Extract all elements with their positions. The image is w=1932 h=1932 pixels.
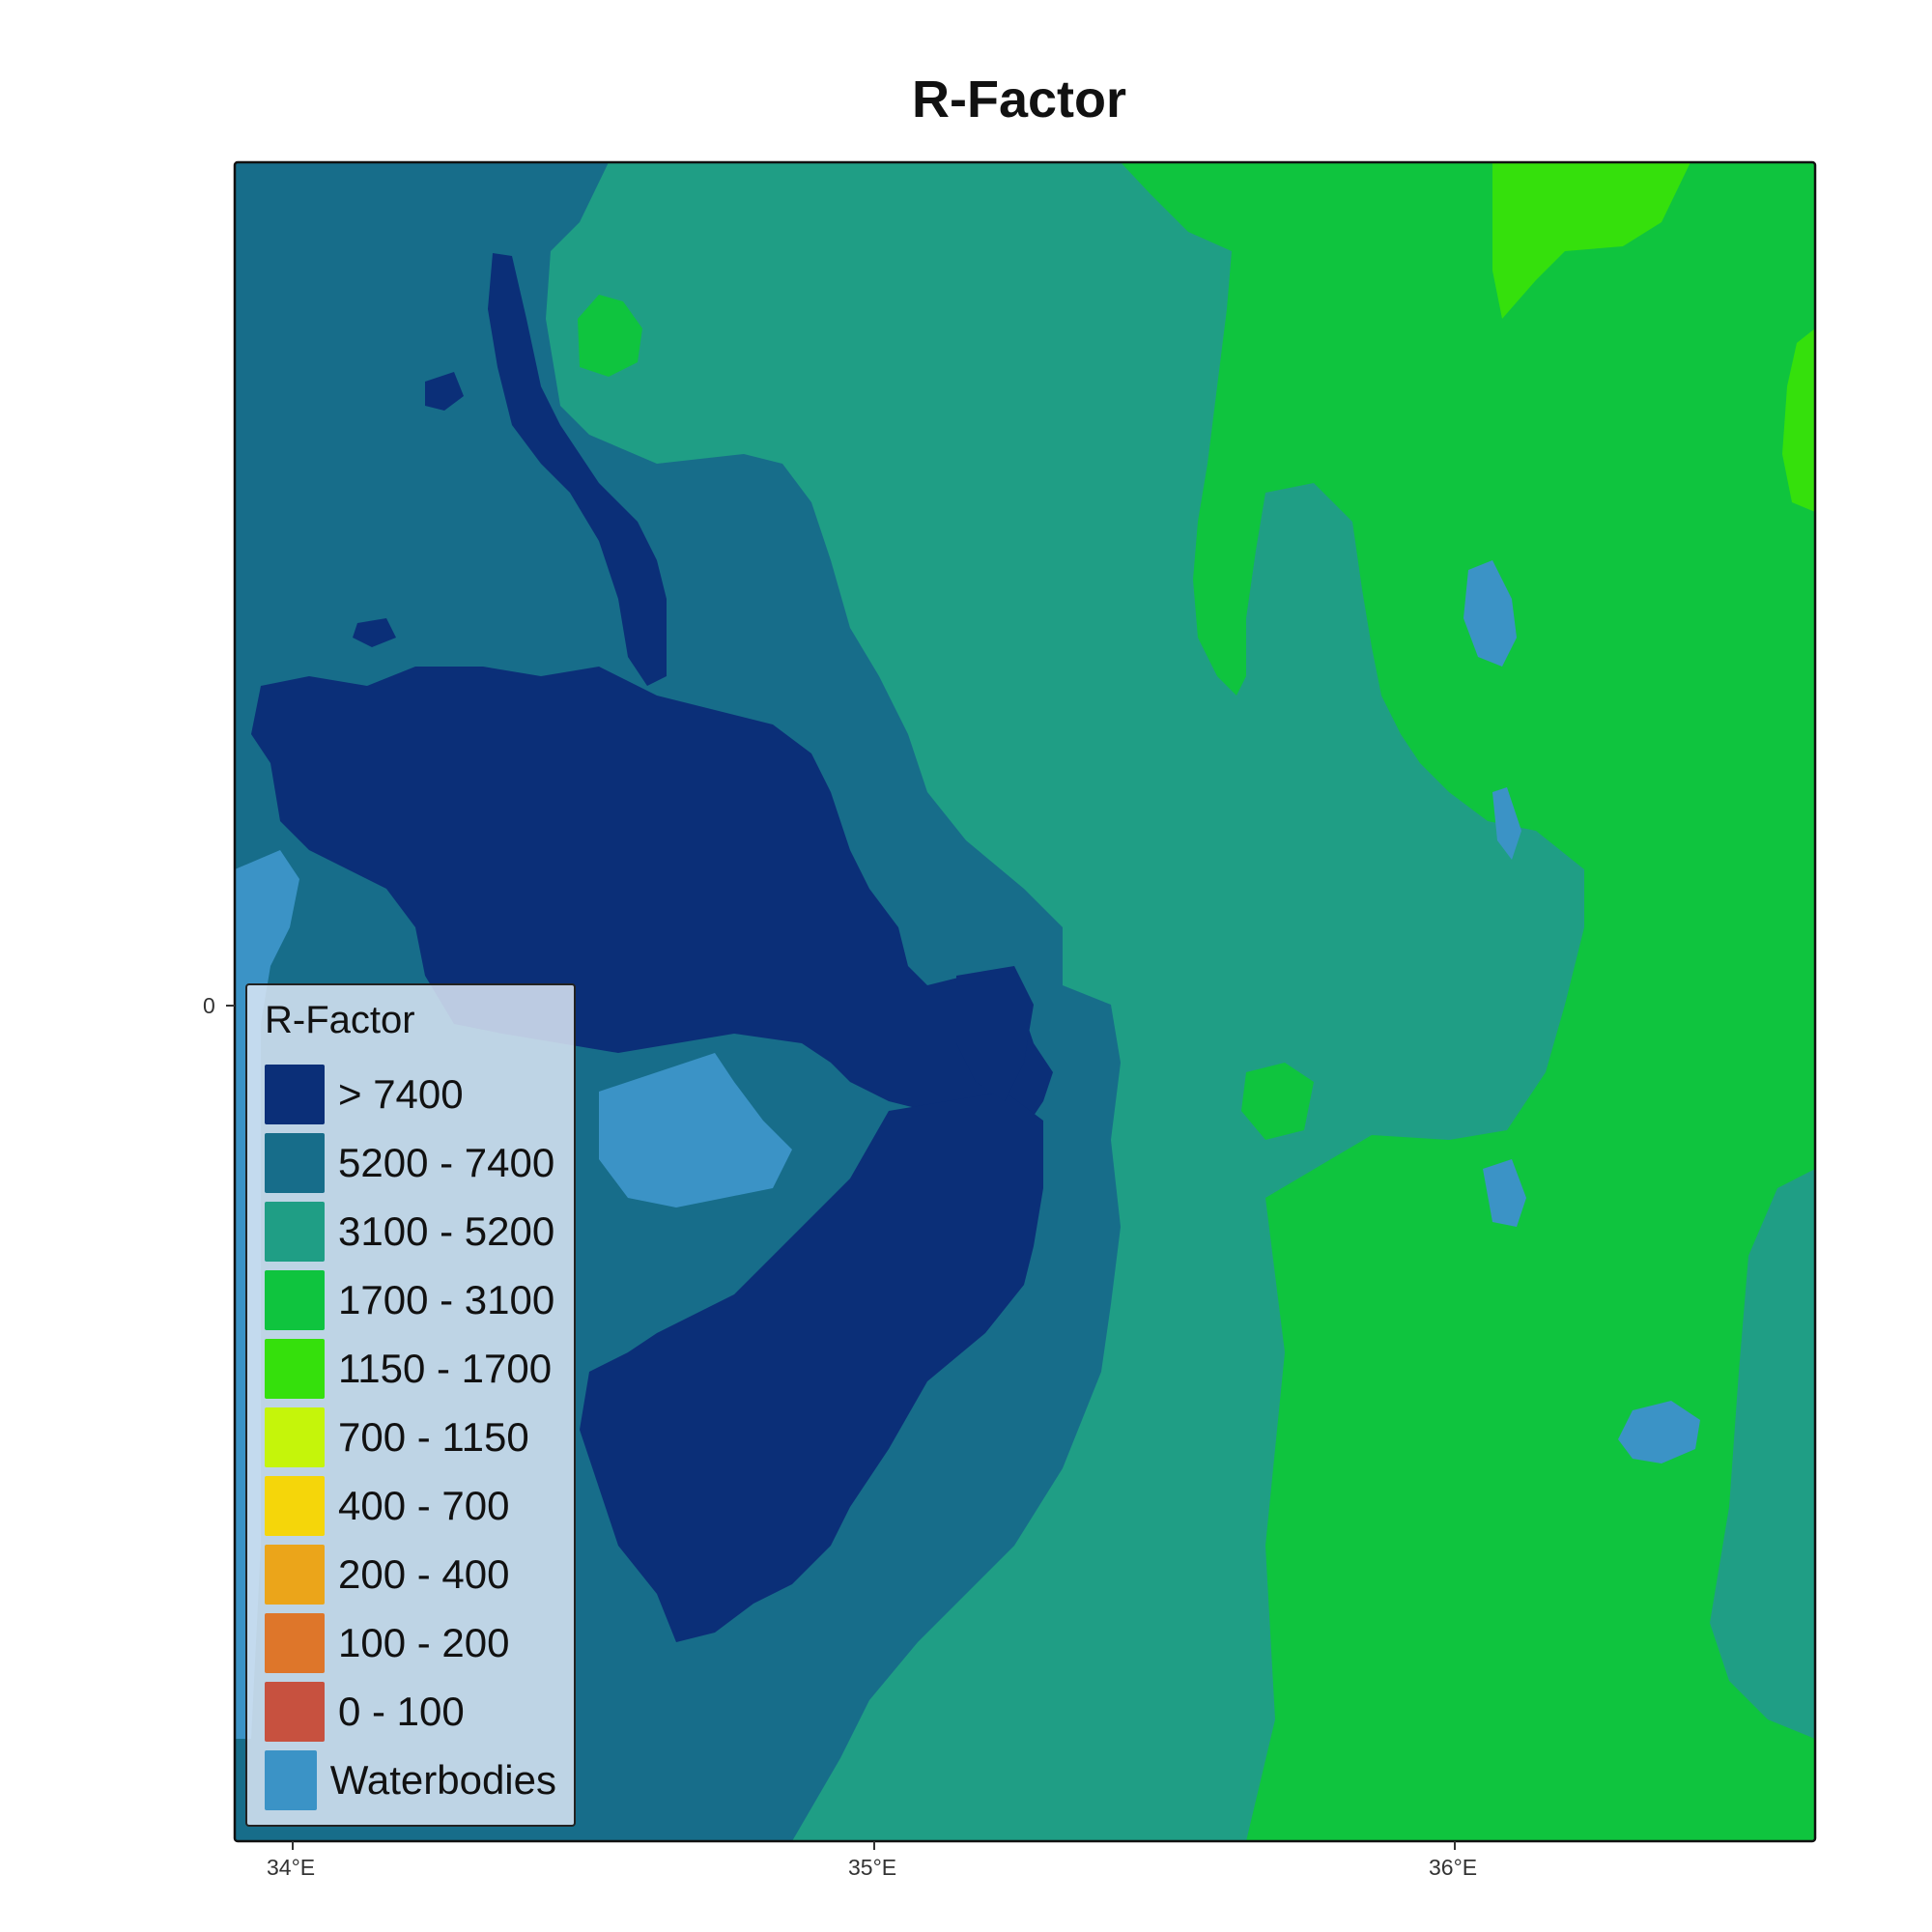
legend-label: 5200 - 7400: [338, 1139, 555, 1185]
x-tick-36e: 36°E: [1429, 1855, 1478, 1880]
water-lake-nakuru: [1483, 1159, 1526, 1227]
zone-1700-3100-patch: [1241, 1063, 1314, 1140]
legend-label: 0 - 100: [338, 1688, 465, 1734]
zone-gt7400-south: [580, 1092, 1043, 1642]
legend-label: 1150 - 1700: [338, 1345, 553, 1391]
map-frame: [233, 160, 1817, 1843]
legend-label: 400 - 700: [338, 1482, 510, 1528]
zone-3100-5200-east: [1710, 1169, 1815, 1739]
legend-swatch: [265, 1749, 317, 1810]
legend-swatch: [265, 1475, 325, 1536]
x-tick-34e: 34°E: [267, 1855, 316, 1880]
legend-item: 400 - 700: [265, 1471, 556, 1540]
legend-item: Waterbodies: [265, 1746, 556, 1814]
legend-swatch: [265, 1064, 325, 1124]
legend-item: 1150 - 1700: [265, 1334, 556, 1403]
legend-item: 0 - 100: [265, 1677, 556, 1746]
x-tick-35e: 35°E: [848, 1855, 897, 1880]
zone-1700-3100-blob: [578, 295, 642, 377]
legend: R-Factor > 7400 5200 - 7400 3100 - 5200 170…: [245, 983, 576, 1827]
legend-label: 200 - 400: [338, 1550, 510, 1597]
water-gulf: [599, 1053, 792, 1208]
legend-label: 100 - 200: [338, 1619, 510, 1665]
legend-swatch: [265, 1544, 325, 1605]
water-lake-bogoria: [1492, 787, 1521, 860]
legend-swatch: [265, 1406, 325, 1467]
legend-label: > 7400: [338, 1070, 464, 1117]
legend-label: 3100 - 5200: [338, 1208, 555, 1254]
legend-swatch: [265, 1269, 325, 1330]
legend-title: R-Factor: [265, 999, 415, 1041]
legend-swatch: [265, 1612, 325, 1673]
legend-swatch: [265, 1681, 325, 1742]
zone-1150-1700-ne: [1492, 162, 1690, 319]
legend-item: 700 - 1150: [265, 1403, 556, 1471]
map-title: R-Factor: [911, 71, 1126, 128]
water-lake-baringo: [1463, 560, 1517, 667]
zone-gt7400-river: [488, 253, 667, 686]
zone-1150-1700-edge: [1782, 328, 1815, 512]
legend-swatch: [265, 1201, 325, 1262]
legend-swatch: [265, 1338, 325, 1399]
legend-label: Waterbodies: [329, 1756, 556, 1803]
legend-swatch: [265, 1132, 325, 1193]
zone-gt7400-east: [956, 966, 1034, 1101]
legend-label: 700 - 1150: [338, 1413, 529, 1460]
legend-item: 100 - 200: [265, 1608, 556, 1677]
legend-item: > 7400: [265, 1060, 556, 1128]
legend-item: 200 - 400: [265, 1540, 556, 1608]
y-tick-0: 0: [203, 993, 215, 1018]
legend-item: 5200 - 7400: [265, 1128, 556, 1197]
legend-label: 1700 - 3100: [338, 1276, 555, 1322]
zone-gt7400-bits: [353, 372, 464, 647]
legend-item: 3100 - 5200: [265, 1197, 556, 1265]
water-lake-naivasha: [1618, 1401, 1700, 1463]
legend-items: > 7400 5200 - 7400 3100 - 5200 1700 - 3100 1…: [265, 1060, 556, 1814]
legend-item: 1700 - 3100: [265, 1265, 556, 1334]
